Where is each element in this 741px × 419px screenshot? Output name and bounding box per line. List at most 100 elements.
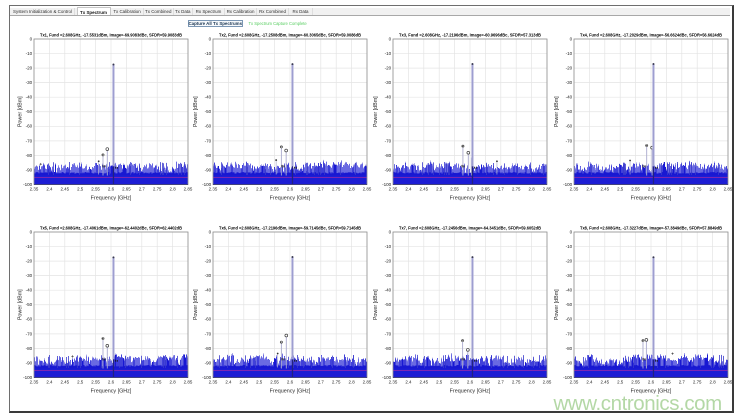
svg-text:2.8: 2.8	[349, 186, 356, 191]
svg-text:2.35: 2.35	[29, 186, 38, 191]
svg-text:2.4: 2.4	[406, 186, 413, 191]
svg-text:-30: -30	[385, 273, 392, 278]
svg-text:-30: -30	[205, 273, 212, 278]
svg-text:2.8: 2.8	[709, 379, 716, 384]
svg-text:2.5: 2.5	[436, 379, 443, 384]
svg-text:2.35: 2.35	[389, 379, 398, 384]
svg-text:-30: -30	[385, 80, 392, 85]
svg-text:-70: -70	[25, 331, 32, 336]
svg-text:-20: -20	[385, 65, 392, 70]
svg-text:2.6: 2.6	[108, 379, 115, 384]
svg-text:-40: -40	[25, 287, 32, 292]
svg-text:-80: -80	[25, 152, 32, 157]
svg-text:0: 0	[389, 36, 392, 41]
svg-text:2.85: 2.85	[183, 186, 192, 191]
svg-text:-40: -40	[205, 94, 212, 99]
svg-text:-90: -90	[385, 360, 392, 365]
svg-text:-100: -100	[563, 374, 573, 379]
svg-text:Tx4, Fund =2.608GHz, -17.2029d: Tx4, Fund =2.608GHz, -17.2029dBm, Image=…	[580, 32, 722, 37]
svg-text:-10: -10	[205, 51, 212, 56]
svg-text:2.8: 2.8	[529, 379, 536, 384]
svg-text:-80: -80	[565, 152, 572, 157]
svg-text:2.85: 2.85	[363, 186, 372, 191]
svg-text:-50: -50	[205, 109, 212, 114]
svg-text:-70: -70	[205, 331, 212, 336]
svg-text:2.7: 2.7	[498, 379, 505, 384]
svg-text:2.6: 2.6	[287, 379, 294, 384]
svg-text:-10: -10	[385, 243, 392, 248]
svg-text:-80: -80	[205, 152, 212, 157]
svg-text:-90: -90	[565, 360, 572, 365]
svg-text:2.7: 2.7	[139, 186, 146, 191]
svg-text:-70: -70	[565, 331, 572, 336]
svg-text:3: 3	[462, 144, 464, 148]
svg-text:-50: -50	[385, 302, 392, 307]
svg-text:-20: -20	[25, 258, 32, 263]
svg-text:3: 3	[642, 338, 644, 342]
svg-text:2.75: 2.75	[153, 379, 162, 384]
svg-text:2.65: 2.65	[122, 379, 131, 384]
svg-text:-20: -20	[565, 65, 572, 70]
svg-text:-40: -40	[385, 94, 392, 99]
svg-text:2.35: 2.35	[209, 379, 218, 384]
svg-text:-30: -30	[205, 80, 212, 85]
svg-text:Tx7, Fund =2.608GHz, -17.2456d: Tx7, Fund =2.608GHz, -17.2456dBm, Image=…	[399, 225, 541, 230]
svg-text:2.5: 2.5	[77, 186, 84, 191]
svg-text:Power [dBm]: Power [dBm]	[17, 96, 23, 127]
svg-text:2.8: 2.8	[349, 379, 356, 384]
svg-text:2.85: 2.85	[183, 379, 192, 384]
svg-text:2.4: 2.4	[46, 379, 53, 384]
svg-text:2.45: 2.45	[600, 186, 609, 191]
svg-text:-10: -10	[205, 243, 212, 248]
svg-text:Frequency [GHz]: Frequency [GHz]	[630, 195, 671, 201]
svg-text:-80: -80	[205, 345, 212, 350]
svg-text:2.6: 2.6	[648, 379, 655, 384]
svg-text:2.65: 2.65	[481, 379, 490, 384]
svg-text:Tx2, Fund =2.608GHz, -17.2508d: Tx2, Fund =2.608GHz, -17.2508dBm, Image=…	[219, 32, 361, 37]
svg-text:-50: -50	[25, 302, 32, 307]
svg-text:2.85: 2.85	[723, 379, 732, 384]
svg-text:0: 0	[29, 36, 32, 41]
svg-text:Frequency [GHz]: Frequency [GHz]	[450, 195, 491, 201]
svg-text:2.75: 2.75	[332, 379, 341, 384]
svg-text:2.8: 2.8	[169, 186, 176, 191]
svg-text:-90: -90	[205, 167, 212, 172]
svg-text:Tx3, Fund =2.608GHz, -17.2196d: Tx3, Fund =2.608GHz, -17.2196dBm, Image=…	[399, 32, 541, 37]
svg-text:-40: -40	[385, 287, 392, 292]
svg-text:Tx5, Fund =2.608GHz, -17.4061d: Tx5, Fund =2.608GHz, -17.4061dBm, Image=…	[40, 225, 182, 230]
svg-text:2.5: 2.5	[617, 379, 624, 384]
svg-text:-100: -100	[202, 374, 212, 379]
svg-text:2.55: 2.55	[451, 379, 460, 384]
svg-text:2.45: 2.45	[240, 186, 249, 191]
svg-text:Frequency [GHz]: Frequency [GHz]	[270, 388, 311, 394]
svg-text:-30: -30	[565, 273, 572, 278]
svg-text:2.4: 2.4	[586, 379, 593, 384]
svg-text:2.6: 2.6	[287, 186, 294, 191]
svg-text:3: 3	[281, 145, 283, 149]
svg-text:-70: -70	[385, 138, 392, 143]
svg-text:-100: -100	[382, 182, 392, 187]
svg-text:-90: -90	[565, 167, 572, 172]
svg-text:2.8: 2.8	[709, 186, 716, 191]
svg-text:-50: -50	[565, 109, 572, 114]
svg-text:-60: -60	[205, 316, 212, 321]
svg-text:2.85: 2.85	[363, 379, 372, 384]
svg-text:2.55: 2.55	[631, 379, 640, 384]
svg-text:2.45: 2.45	[240, 379, 249, 384]
svg-text:2.45: 2.45	[420, 379, 429, 384]
svg-text:2.55: 2.55	[91, 186, 100, 191]
svg-text:2.4: 2.4	[586, 186, 593, 191]
svg-text:0: 0	[209, 229, 212, 234]
svg-text:-100: -100	[382, 374, 392, 379]
svg-text:2.4: 2.4	[226, 186, 233, 191]
svg-text:2.8: 2.8	[169, 379, 176, 384]
svg-text:2.7: 2.7	[318, 186, 325, 191]
svg-text:-70: -70	[565, 138, 572, 143]
svg-text:-40: -40	[25, 94, 32, 99]
svg-text:3: 3	[646, 143, 648, 147]
svg-text:-100: -100	[23, 374, 33, 379]
svg-text:-60: -60	[205, 123, 212, 128]
svg-text:-60: -60	[565, 123, 572, 128]
svg-text:2.7: 2.7	[318, 379, 325, 384]
svg-text:-80: -80	[385, 152, 392, 157]
